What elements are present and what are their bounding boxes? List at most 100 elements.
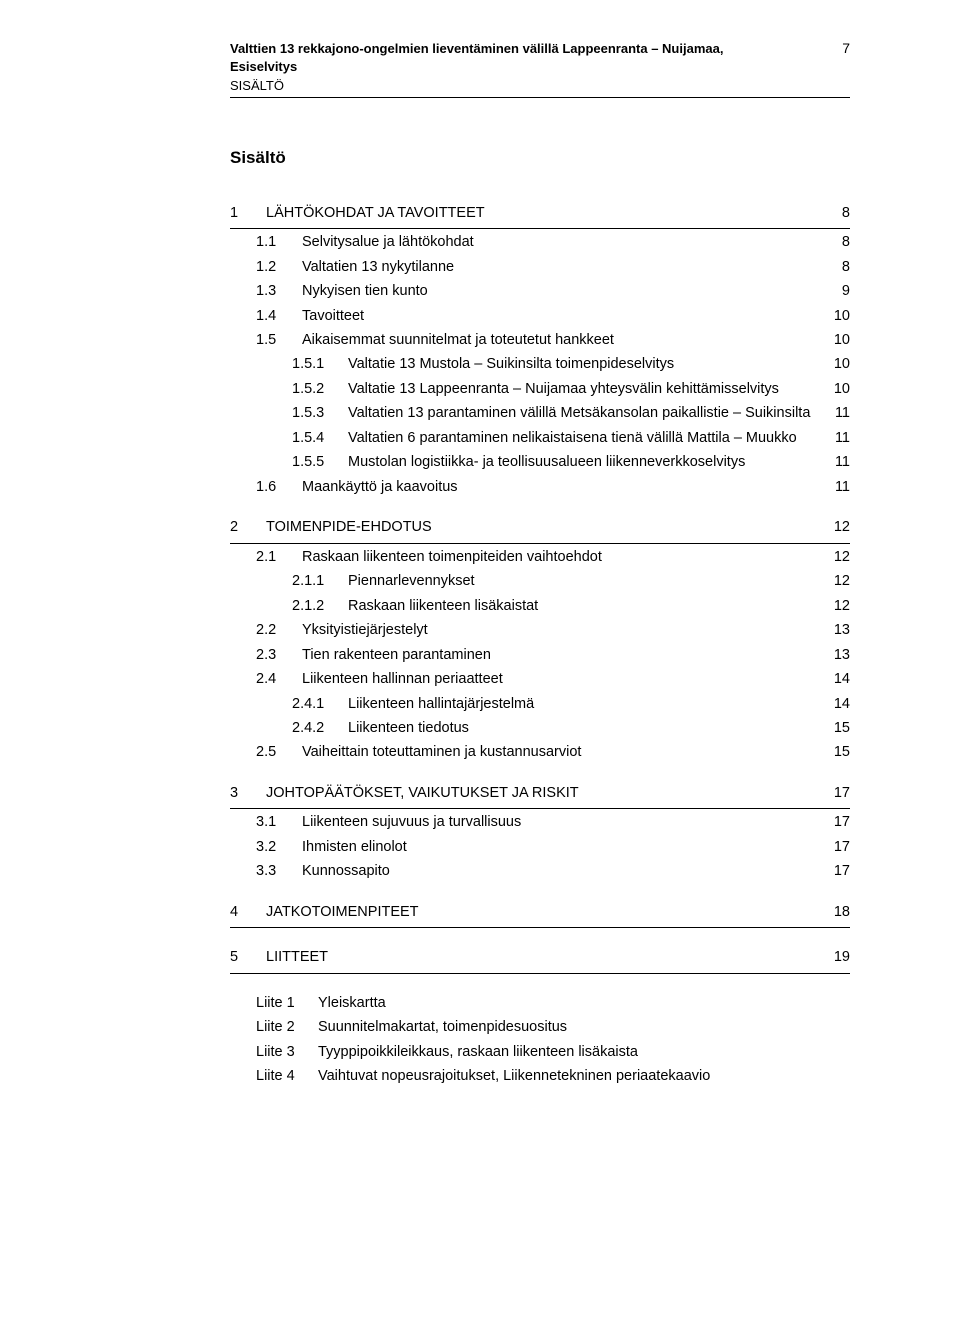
toc-label: Liikenteen hallintajärjestelmä: [348, 693, 824, 715]
toc-label: Liikenteen tiedotus: [348, 717, 824, 739]
toc-item: 1.5 Aikaisemmat suunnitelmat ja toteutet…: [230, 329, 850, 351]
toc-num: 1.5.3: [292, 402, 348, 424]
appendix-list: Liite 1 Yleiskartta Liite 2 Suunnitelmak…: [230, 992, 850, 1088]
toc-num: 2.2: [256, 619, 302, 641]
toc-item: 3.1 Liikenteen sujuvuus ja turvallisuus …: [230, 811, 850, 833]
toc-label: Yksityistiejärjestelyt: [302, 619, 824, 641]
toc-label: Ihmisten elinolot: [302, 836, 824, 858]
toc-num: 3.2: [256, 836, 302, 858]
toc-label: Liikenteen hallinnan periaatteet: [302, 668, 824, 690]
toc-item: 2.2 Yksityistiejärjestelyt 13: [230, 619, 850, 641]
toc-page: 13: [824, 619, 850, 641]
toc-subitem: 1.5.3 Valtatien 13 parantaminen välillä …: [230, 402, 850, 424]
toc-label: Nykyisen tien kunto: [302, 280, 824, 302]
toc-num: 1.5.1: [292, 353, 348, 375]
header-title-block: Valttien 13 rekkajono-ongelmien lieventä…: [230, 40, 822, 95]
page-number: 7: [822, 40, 850, 56]
toc-label: Kunnossapito: [302, 860, 824, 882]
toc-section-1: 1 LÄHTÖKOHDAT JA TAVOITTEET 8: [230, 202, 850, 229]
toc-label: Tien rakenteen parantaminen: [302, 644, 824, 666]
toc-subitem: 1.5.1 Valtatie 13 Mustola – Suikinsilta …: [230, 353, 850, 375]
table-of-contents: 1 LÄHTÖKOHDAT JA TAVOITTEET 8 1.1 Selvit…: [230, 202, 850, 1088]
appendix-item: Liite 4 Vaihtuvat nopeusrajoitukset, Lii…: [256, 1065, 850, 1087]
toc-item: 2.5 Vaiheittain toteuttaminen ja kustann…: [230, 741, 850, 763]
toc-num: 1.2: [256, 256, 302, 278]
toc-item: 2.4 Liikenteen hallinnan periaatteet 14: [230, 668, 850, 690]
toc-num: 2.4.2: [292, 717, 348, 739]
appendix-item: Liite 2 Suunnitelmakartat, toimenpidesuo…: [256, 1016, 850, 1038]
toc-page: 9: [824, 280, 850, 302]
toc-page: 15: [824, 717, 850, 739]
toc-page: 8: [824, 202, 850, 224]
toc-num: 5: [230, 946, 266, 968]
toc-subitem: 2.1.2 Raskaan liikenteen lisäkaistat 12: [230, 595, 850, 617]
toc-label: Aikaisemmat suunnitelmat ja toteutetut h…: [302, 329, 824, 351]
toc-label: Raskaan liikenteen toimenpiteiden vaihto…: [302, 546, 824, 568]
toc-page: 10: [824, 378, 850, 400]
appendix-item: Liite 3 Tyyppipoikkileikkaus, raskaan li…: [256, 1041, 850, 1063]
appendix-label: Suunnitelmakartat, toimenpidesuositus: [318, 1016, 850, 1038]
toc-label: Liikenteen sujuvuus ja turvallisuus: [302, 811, 824, 833]
appendix-num: Liite 2: [256, 1016, 318, 1038]
appendix-label: Tyyppipoikkileikkaus, raskaan liikenteen…: [318, 1041, 850, 1063]
appendix-num: Liite 1: [256, 992, 318, 1014]
toc-page: 10: [824, 353, 850, 375]
toc-subitem: 2.4.2 Liikenteen tiedotus 15: [230, 717, 850, 739]
toc-item: 1.4 Tavoitteet 10: [230, 305, 850, 327]
toc-label: Tavoitteet: [302, 305, 824, 327]
toc-num: 1.5.2: [292, 378, 348, 400]
toc-page: 14: [824, 668, 850, 690]
toc-num: 2: [230, 516, 266, 538]
toc-num: 3.3: [256, 860, 302, 882]
toc-section-2: 2 TOIMENPIDE-EHDOTUS 12: [230, 516, 850, 543]
toc-label: Valtatien 13 parantaminen välillä Metsäk…: [348, 402, 824, 424]
toc-label: Valtatien 13 nykytilanne: [302, 256, 824, 278]
toc-num: 3.1: [256, 811, 302, 833]
toc-label: Maankäyttö ja kaavoitus: [302, 476, 824, 498]
toc-num: 4: [230, 901, 266, 923]
toc-num: 1.6: [256, 476, 302, 498]
toc-label: TOIMENPIDE-EHDOTUS: [266, 516, 824, 538]
toc-page: 12: [824, 595, 850, 617]
toc-num: 1: [230, 202, 266, 224]
toc-num: 1.5.5: [292, 451, 348, 473]
toc-label: Valtatie 13 Lappeenranta – Nuijamaa yhte…: [348, 378, 824, 400]
toc-label: LIITTEET: [266, 946, 824, 968]
toc-num: 1.5: [256, 329, 302, 351]
appendix-item: Liite 1 Yleiskartta: [256, 992, 850, 1014]
toc-page: 12: [824, 570, 850, 592]
toc-label: Mustolan logistiikka- ja teollisuusaluee…: [348, 451, 824, 473]
appendix-label: Vaihtuvat nopeusrajoitukset, Liikennetek…: [318, 1065, 850, 1087]
header-title-line1: Valttien 13 rekkajono-ongelmien lieventä…: [230, 40, 822, 58]
toc-num: 1.3: [256, 280, 302, 302]
toc-item: 1.6 Maankäyttö ja kaavoitus 11: [230, 476, 850, 498]
toc-item: 1.1 Selvitysalue ja lähtökohdat 8: [230, 231, 850, 253]
toc-num: 1.1: [256, 231, 302, 253]
toc-num: 1.5.4: [292, 427, 348, 449]
toc-subitem: 2.1.1 Piennarlevennykset 12: [230, 570, 850, 592]
toc-item: 1.3 Nykyisen tien kunto 9: [230, 280, 850, 302]
toc-label: Valtatie 13 Mustola – Suikinsilta toimen…: [348, 353, 824, 375]
toc-page: 19: [824, 946, 850, 968]
toc-page: 10: [824, 305, 850, 327]
toc-page: 17: [824, 811, 850, 833]
toc-num: 2.4: [256, 668, 302, 690]
toc-page: 11: [824, 476, 850, 498]
toc-num: 2.4.1: [292, 693, 348, 715]
toc-page: 8: [824, 256, 850, 278]
toc-page: 11: [824, 402, 850, 424]
page-header: Valttien 13 rekkajono-ongelmien lieventä…: [230, 40, 850, 98]
toc-label: Piennarlevennykset: [348, 570, 824, 592]
toc-label: Valtatien 6 parantaminen nelikaistaisena…: [348, 427, 824, 449]
toc-title: Sisältö: [230, 148, 850, 168]
toc-num: 1.4: [256, 305, 302, 327]
header-title-line2: Esiselvitys: [230, 58, 822, 76]
page-container: Valttien 13 rekkajono-ongelmien lieventä…: [0, 0, 960, 1140]
toc-item: 3.3 Kunnossapito 17: [230, 860, 850, 882]
appendix-num: Liite 3: [256, 1041, 318, 1063]
toc-num: 2.5: [256, 741, 302, 763]
toc-page: 13: [824, 644, 850, 666]
toc-page: 12: [824, 546, 850, 568]
toc-subitem: 1.5.4 Valtatien 6 parantaminen nelikaist…: [230, 427, 850, 449]
toc-page: 17: [824, 782, 850, 804]
